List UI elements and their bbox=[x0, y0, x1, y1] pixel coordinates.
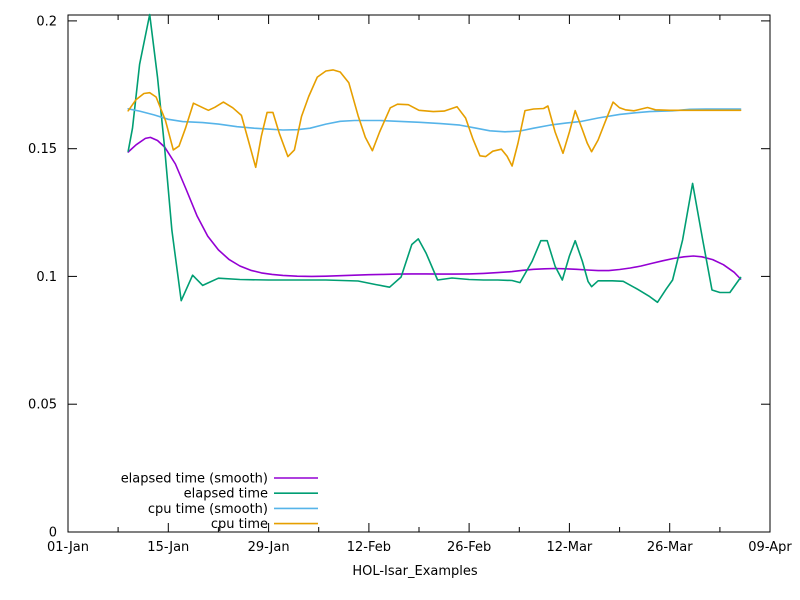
x-axis-tick-label: 09-Apr bbox=[748, 540, 792, 555]
x-axis-tick-label: 12-Feb bbox=[347, 540, 391, 555]
legend-label: cpu time (smooth) bbox=[148, 502, 268, 517]
legend-label: elapsed time bbox=[184, 487, 268, 502]
series-line-elapsed-time bbox=[127, 13, 742, 304]
x-axis-tick-label: 26-Feb bbox=[447, 540, 491, 555]
x-axis-tick-label: 01-Jan bbox=[47, 540, 89, 555]
y-axis-tick-label: 0.2 bbox=[36, 14, 57, 29]
series-line-elapsed-time-smooth- bbox=[127, 136, 742, 280]
legend-label: elapsed time (smooth) bbox=[121, 472, 268, 487]
chart-render-root: 01-Jan 15-Jan 29-Jan 12-Feb 26-Feb 12-Mar 26-M… bbox=[28, 13, 792, 555]
y-axis-tick-label: 0.15 bbox=[28, 142, 57, 157]
series-line-cpu-time-smooth- bbox=[127, 108, 742, 133]
x-axis-tick-label: 12-Mar bbox=[547, 540, 593, 555]
series-line-cpu-time bbox=[127, 69, 742, 169]
x-axis-tick-label: 26-Mar bbox=[647, 540, 693, 555]
x-axis-tick-label: 29-Jan bbox=[248, 540, 290, 555]
y-axis-tick-label: 0 bbox=[49, 526, 57, 541]
y-axis-tick-label: 0.1 bbox=[36, 270, 57, 285]
y-axis-tick-label: 0.05 bbox=[28, 398, 57, 413]
x-axis-tick-label: 15-Jan bbox=[147, 540, 189, 555]
chart-title: HOL-Isar_Examples bbox=[352, 564, 478, 579]
legend-label: cpu time bbox=[211, 517, 268, 532]
